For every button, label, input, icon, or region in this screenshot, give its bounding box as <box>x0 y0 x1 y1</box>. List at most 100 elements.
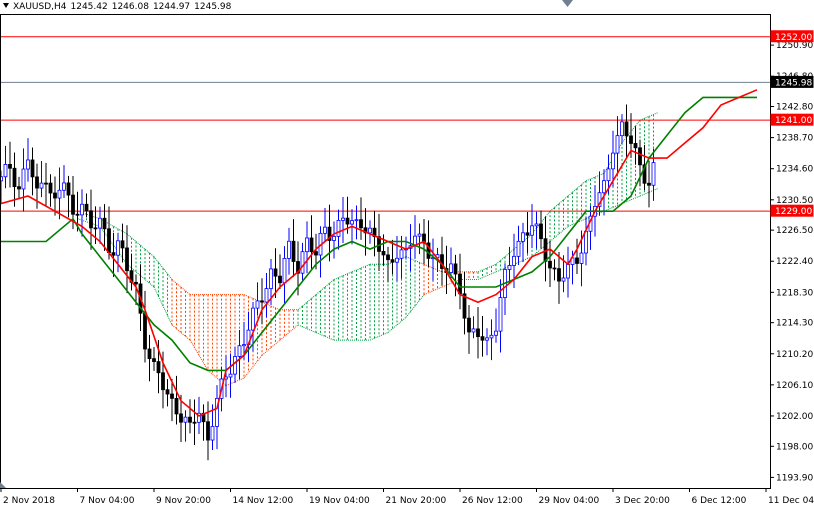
candle-body <box>422 233 426 244</box>
cloud-edge <box>423 286 443 296</box>
dropdown-triangle-icon[interactable] <box>3 3 9 8</box>
candle-body <box>237 345 242 357</box>
candle-body <box>197 412 201 423</box>
candle-body <box>611 152 615 170</box>
candle-body <box>323 226 327 234</box>
y-tick-label: 1218.30 <box>776 288 813 298</box>
candle-body <box>174 397 179 415</box>
cloud-edge <box>405 294 425 318</box>
candle-body <box>120 240 125 249</box>
y-tick-label: 1238.70 <box>776 134 813 144</box>
candle-body <box>107 228 111 254</box>
candle-body <box>368 227 372 234</box>
candle-body <box>287 240 291 259</box>
cloud-edge <box>315 332 335 341</box>
candle-body <box>273 268 278 277</box>
y-tick-label: 1193.90 <box>776 473 813 483</box>
candle-body <box>264 288 269 303</box>
cloud-edge <box>639 187 659 197</box>
candle-body <box>417 233 422 237</box>
candle-body <box>539 223 543 240</box>
candle-body <box>579 252 584 264</box>
candle-body <box>111 252 116 256</box>
candle-body <box>314 251 318 256</box>
candle-body <box>615 135 620 154</box>
candle-body <box>206 421 210 441</box>
candle-body <box>12 167 17 188</box>
candle-body <box>633 143 638 149</box>
cloud-edge <box>423 263 443 273</box>
symbol-label: XAUUSD,H4 <box>13 2 67 12</box>
candle-body <box>210 426 215 441</box>
x-tick-label: 7 Nov 04:00 <box>80 496 135 506</box>
candle-body <box>134 281 138 285</box>
y-tick-label: 1198.00 <box>776 442 813 452</box>
y-tick-label: 1242.80 <box>776 103 813 113</box>
level-tag-text: 1252.00 <box>775 33 812 43</box>
candle-body <box>638 147 642 166</box>
candle-body <box>395 257 399 263</box>
level-tag-text: 1229.00 <box>775 207 812 217</box>
candle-body <box>453 263 458 275</box>
candle-body <box>93 227 98 230</box>
scroll-marker-icon[interactable] <box>562 0 573 7</box>
candle-body <box>1 176 3 182</box>
candle-body <box>624 121 629 137</box>
candle-body <box>651 162 656 186</box>
candle-body <box>602 180 606 194</box>
x-tick-label: 6 Dec 12:00 <box>692 496 747 506</box>
candle-body <box>512 255 516 266</box>
candle-body <box>341 217 345 221</box>
candle-body <box>498 297 503 332</box>
candle-body <box>471 328 476 333</box>
candle-body <box>80 203 84 216</box>
candle-body <box>345 217 350 225</box>
candle-body <box>332 235 336 241</box>
cloud-edge <box>225 377 245 387</box>
close-value: 1245.98 <box>194 2 232 12</box>
candle-body <box>228 373 233 378</box>
open-value: 1245.42 <box>70 2 108 12</box>
candle-body <box>575 257 579 264</box>
kijun-sen-line <box>1 96 757 372</box>
candle-body <box>647 182 651 186</box>
candle-body <box>251 307 255 331</box>
x-tick-label: 11 Dec 04:00 <box>768 496 814 506</box>
candle-body <box>165 389 170 395</box>
cloud-edge <box>153 256 173 280</box>
high-value: 1246.08 <box>111 2 149 12</box>
candle-body <box>233 356 237 375</box>
candle-body <box>516 240 521 257</box>
cloud-edge <box>567 218 587 227</box>
candle-body <box>372 227 377 238</box>
low-value: 1244.97 <box>152 2 191 12</box>
x-tick-label: 21 Nov 20:00 <box>386 496 447 506</box>
candle-body <box>525 232 530 236</box>
candle-body <box>476 328 480 338</box>
candle-body <box>278 275 282 284</box>
cloud-edge <box>603 203 623 212</box>
x-tick-label: 3 Dec 20:00 <box>615 496 670 506</box>
candle-body <box>255 300 260 309</box>
candle-body <box>143 312 147 350</box>
candle-body <box>62 182 66 191</box>
candle-body <box>48 182 53 194</box>
candle-body <box>309 237 314 253</box>
level-tag-bg <box>770 30 814 43</box>
candle-body <box>530 225 534 236</box>
candle-body <box>98 217 102 229</box>
candle-body <box>300 251 305 274</box>
level-tag-text: 1241.00 <box>775 116 812 126</box>
candle-body <box>489 334 494 339</box>
candle-body <box>57 189 62 199</box>
candle-body <box>215 397 219 427</box>
candle-body <box>125 247 129 272</box>
candle-body <box>548 260 552 269</box>
candle-body <box>89 210 93 229</box>
candle-body <box>152 358 156 362</box>
cloud-edge <box>297 324 317 333</box>
candle-body <box>75 213 80 216</box>
cloud-edge <box>153 286 173 326</box>
x-tick-label: 14 Nov 12:00 <box>233 496 294 506</box>
